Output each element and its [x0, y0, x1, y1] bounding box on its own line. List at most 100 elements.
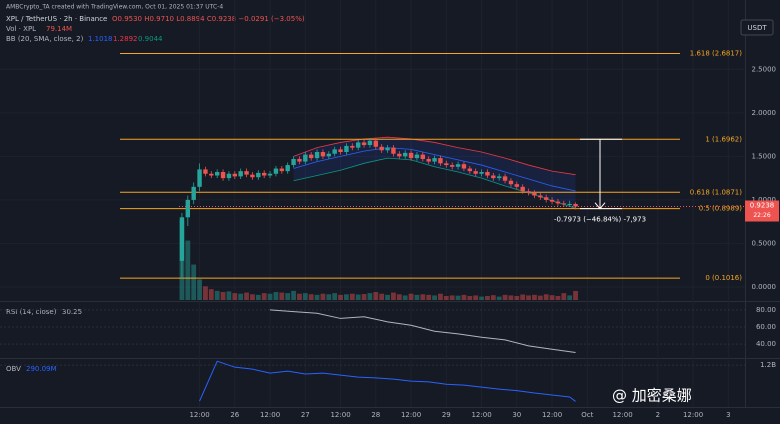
x-tick-label: 27 — [301, 411, 310, 419]
rsi-value: 30.25 — [62, 308, 82, 316]
volume-bar — [326, 294, 332, 300]
x-tick-label: 12:00 — [471, 411, 491, 419]
candle-body — [391, 147, 396, 154]
candle-body — [338, 149, 343, 152]
candle-body — [549, 199, 555, 202]
volume-bar — [255, 294, 261, 300]
candle-body — [473, 171, 478, 174]
bb-basis — [293, 147, 576, 192]
volume-bar — [208, 289, 214, 300]
candle-body — [379, 146, 384, 151]
volume-bar — [344, 294, 349, 300]
volume-bar — [267, 293, 273, 300]
volume-bar — [549, 295, 555, 300]
volume-bar — [379, 293, 385, 300]
candle-body — [520, 186, 525, 192]
fib-label: 0.618 (1.0871) — [690, 188, 742, 196]
volume-bar — [308, 294, 314, 300]
fib-label: 1 (1.6962) — [705, 135, 742, 143]
volume-bar — [385, 294, 390, 300]
volume-bar — [526, 295, 531, 300]
candle-body — [285, 165, 290, 172]
y-tick-label: 0.5000 — [752, 239, 777, 247]
x-tick-label: 12:00 — [401, 411, 421, 419]
candle-body — [432, 158, 437, 162]
volume-bar — [414, 294, 420, 300]
volume-bar — [297, 293, 302, 300]
x-tick-label: 12:00 — [542, 411, 562, 419]
bb-upper — [293, 136, 576, 176]
candle-body — [408, 152, 414, 159]
indicator-line — [270, 309, 576, 353]
candle-body — [191, 186, 196, 200]
candle-body — [543, 197, 549, 200]
x-tick-label: 12:00 — [683, 411, 703, 419]
y-tick-label: 40.00 — [756, 340, 776, 348]
candle-body — [479, 172, 484, 174]
obv-label: OBV — [6, 365, 21, 373]
watermark: @ 加密桑娜 — [612, 387, 692, 405]
volume-bar — [279, 292, 285, 300]
x-tick-label: 2 — [656, 411, 660, 419]
y-tick-label: 1.0000 — [752, 196, 777, 204]
volume-bar — [203, 286, 208, 300]
volume-bar — [232, 293, 238, 300]
candle-body — [297, 158, 302, 162]
candle-body — [532, 192, 537, 196]
x-tick-label: 26 — [230, 411, 239, 419]
candle-body — [185, 199, 191, 218]
last-price-tag — [745, 200, 779, 222]
x-tick-label: 12:00 — [330, 411, 350, 419]
volume-bar — [285, 293, 291, 300]
volume-bar — [567, 295, 573, 300]
y-tick-label: 0.0000 — [752, 283, 777, 291]
candle-body — [467, 168, 473, 172]
volume-bar — [373, 292, 379, 300]
volume-bar — [197, 279, 202, 300]
y-tick-label: 1.5000 — [752, 152, 777, 160]
y-tick-label: 60.00 — [756, 323, 776, 331]
candle-body — [232, 173, 238, 177]
volume-bar — [537, 295, 543, 300]
volume-bar — [291, 290, 296, 300]
candle-body — [438, 158, 443, 164]
volume-bar — [314, 294, 320, 300]
bb-lower-value: 0.9044 — [138, 35, 163, 43]
candle-body — [344, 145, 349, 152]
last-price: 0.9238 — [750, 202, 775, 210]
volume-bar — [467, 296, 473, 300]
candle-body — [250, 174, 255, 178]
volume-bar — [502, 294, 508, 300]
indicator-line — [199, 360, 576, 402]
candle-body — [420, 154, 426, 159]
measure-label: -0.7973 (−46.84%) -7,973 — [554, 216, 646, 224]
x-tick-label: 29 — [442, 411, 451, 419]
volume-bar — [473, 295, 479, 300]
volume-bar — [349, 293, 355, 300]
volume-bar — [461, 294, 467, 300]
candle-body — [267, 173, 273, 176]
volume-bar — [355, 294, 361, 300]
volume-bar — [320, 293, 326, 300]
candle-body — [385, 147, 390, 151]
candle-body — [573, 203, 578, 207]
symbol: XPL / TetherUS · 2h · Binance — [6, 15, 107, 23]
volume-bar — [532, 294, 537, 300]
currency[interactable]: USDT — [747, 24, 767, 32]
bb-upper-value: 1.2892 — [113, 35, 138, 43]
y-tick-label: 2.0000 — [752, 109, 777, 117]
candle-body — [220, 172, 226, 179]
volume-bar — [396, 294, 402, 300]
volume-label: Vol · XPL — [6, 25, 36, 33]
measure-arrow — [594, 202, 606, 210]
candle-body — [355, 142, 361, 148]
volume-bar — [261, 293, 267, 300]
currency-box[interactable] — [740, 19, 774, 36]
candle-body — [314, 152, 320, 159]
volume-bar — [338, 294, 343, 300]
volume-bar — [226, 291, 232, 300]
credit: AMBCrypto_TA created with TradingView.co… — [6, 4, 223, 11]
candle-body — [502, 176, 508, 181]
candle-body — [496, 176, 502, 179]
